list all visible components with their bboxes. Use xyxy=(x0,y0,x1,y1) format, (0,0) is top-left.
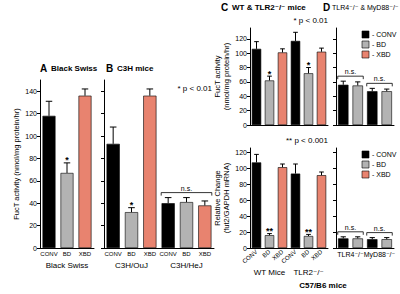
svg-text:(nmol/mg protein/hr): (nmol/mg protein/hr) xyxy=(222,42,231,110)
svg-text:- CONV: - CONV xyxy=(372,151,397,158)
svg-text:TLR4⁻/⁻ & MyD88⁻/⁻: TLR4⁻/⁻ & MyD88⁻/⁻ xyxy=(332,4,399,12)
svg-text:80: 80 xyxy=(239,64,247,71)
svg-text:CONV: CONV xyxy=(159,251,176,257)
svg-text:* p < 0.01: * p < 0.01 xyxy=(294,16,329,25)
svg-text:n.s.: n.s. xyxy=(181,185,192,192)
svg-text:**: ** xyxy=(266,226,274,236)
svg-text:- BD: - BD xyxy=(372,161,386,168)
svg-text:*: * xyxy=(307,60,311,70)
svg-text:BD: BD xyxy=(261,248,272,259)
svg-text:MyD88⁻/⁻: MyD88⁻/⁻ xyxy=(364,251,396,259)
svg-text:BD: BD xyxy=(300,248,311,259)
svg-text:BD: BD xyxy=(63,251,72,257)
svg-text:100: 100 xyxy=(235,50,247,57)
svg-text:WT Mice: WT Mice xyxy=(254,268,286,277)
svg-text:CONV: CONV xyxy=(104,251,121,257)
svg-text:- BD: - BD xyxy=(372,41,386,48)
svg-text:n.s.: n.s. xyxy=(374,75,385,82)
svg-text:0: 0 xyxy=(243,122,247,129)
svg-text:20: 20 xyxy=(29,222,37,229)
svg-text:40: 40 xyxy=(239,213,247,220)
svg-text:BD: BD xyxy=(127,251,136,257)
svg-text:BD: BD xyxy=(182,251,191,257)
svg-text:60: 60 xyxy=(239,197,247,204)
svg-text:- CONV: - CONV xyxy=(372,31,397,38)
svg-text:CONV: CONV xyxy=(241,249,258,265)
svg-text:80: 80 xyxy=(239,181,247,188)
svg-text:** p < 0.001: ** p < 0.001 xyxy=(286,136,329,145)
svg-text:- XBD: - XBD xyxy=(372,51,391,58)
svg-text:FucT activity: FucT activity xyxy=(213,55,222,97)
svg-text:n.s.: n.s. xyxy=(345,68,356,75)
svg-text:40: 40 xyxy=(29,200,37,207)
svg-text:XBD: XBD xyxy=(271,248,285,262)
svg-text:60: 60 xyxy=(29,177,37,184)
svg-text:* p < 0.01: * p < 0.01 xyxy=(178,84,213,93)
svg-text:C3H/OuJ: C3H/OuJ xyxy=(115,261,148,270)
svg-text:FucT activity (nmol/mg protein: FucT activity (nmol/mg protein/hr) xyxy=(12,108,21,220)
svg-text:140: 140 xyxy=(25,88,37,95)
svg-text:Black Swiss: Black Swiss xyxy=(46,261,89,270)
svg-text:C: C xyxy=(221,2,228,13)
svg-text:D: D xyxy=(323,2,330,13)
svg-text:A: A xyxy=(40,63,47,74)
svg-text:WT & TLR2⁻/⁻ mice: WT & TLR2⁻/⁻ mice xyxy=(232,3,306,12)
svg-text:CONV: CONV xyxy=(40,251,57,257)
svg-text:*: * xyxy=(65,155,69,165)
svg-text:**: ** xyxy=(305,227,313,237)
svg-text:C57/B6 mice: C57/B6 mice xyxy=(299,281,347,290)
svg-text:120: 120 xyxy=(235,149,247,156)
svg-text:TLR4⁻/⁻: TLR4⁻/⁻ xyxy=(337,251,364,258)
svg-text:120: 120 xyxy=(235,35,247,42)
svg-text:C3H mice: C3H mice xyxy=(117,64,154,73)
svg-text:XBD: XBD xyxy=(144,251,157,257)
svg-text:Black Swiss: Black Swiss xyxy=(51,64,98,73)
svg-text:0: 0 xyxy=(33,245,37,252)
svg-text:XBD: XBD xyxy=(310,248,324,261)
svg-text:C3H/HeJ: C3H/HeJ xyxy=(170,261,202,270)
svg-text:*: * xyxy=(268,69,272,79)
svg-text:CONV: CONV xyxy=(280,249,297,265)
svg-text:(fut2/GAPDH mRNA): (fut2/GAPDH mRNA) xyxy=(222,162,231,233)
svg-text:100: 100 xyxy=(25,133,37,140)
svg-text:20: 20 xyxy=(239,107,247,114)
svg-text:TLR2⁻/⁻: TLR2⁻/⁻ xyxy=(293,268,323,277)
svg-text:120: 120 xyxy=(25,110,37,117)
svg-text:40: 40 xyxy=(239,93,247,100)
svg-text:0: 0 xyxy=(243,245,247,252)
svg-text:n.s.: n.s. xyxy=(345,224,356,231)
svg-text:60: 60 xyxy=(239,78,247,85)
svg-text:B: B xyxy=(106,63,113,74)
svg-text:*: * xyxy=(130,200,134,210)
svg-text:XBD: XBD xyxy=(79,251,92,257)
svg-text:100: 100 xyxy=(235,165,247,172)
svg-text:XBD: XBD xyxy=(199,251,212,257)
svg-text:80: 80 xyxy=(29,155,37,162)
svg-text:Relative Change: Relative Change xyxy=(213,170,222,225)
svg-text:20: 20 xyxy=(239,229,247,236)
svg-text:- XBD: - XBD xyxy=(372,171,391,178)
svg-text:n.s.: n.s. xyxy=(374,225,385,232)
